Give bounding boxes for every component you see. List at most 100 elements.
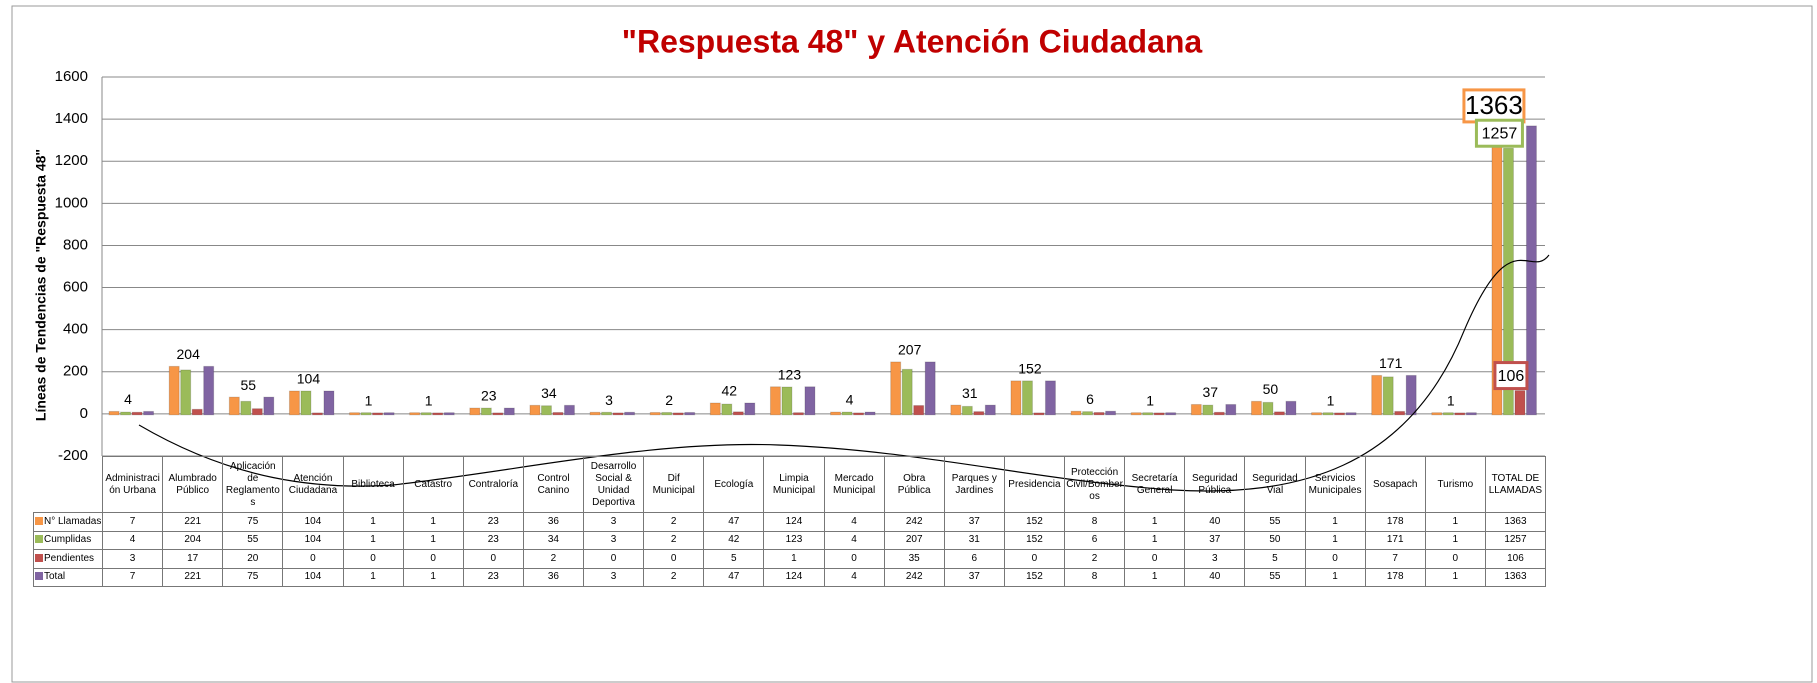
bar <box>1044 380 1056 416</box>
data-label: 50 <box>1263 381 1279 397</box>
bar <box>1153 412 1165 416</box>
table-value: 178 <box>1364 512 1426 532</box>
y-tick-label: 1000 <box>55 194 88 211</box>
table-value: 221 <box>162 567 224 587</box>
table-value: 3 <box>582 512 645 532</box>
data-label: 6 <box>1086 391 1094 407</box>
bar <box>529 404 541 416</box>
table-value: 55 <box>1244 567 1306 587</box>
data-label: 23 <box>481 388 497 404</box>
table-value: 3 <box>582 530 645 550</box>
table-value: 4 <box>101 530 164 550</box>
bar <box>168 365 180 416</box>
table-value: 221 <box>162 512 224 532</box>
bar <box>1202 404 1214 416</box>
category-label: Obra Pública <box>883 456 945 513</box>
bar <box>443 412 455 416</box>
bar <box>203 365 215 416</box>
bar <box>1405 374 1417 416</box>
table-value: 37 <box>943 567 1005 587</box>
data-label: 1 <box>365 392 373 408</box>
bar <box>288 390 300 416</box>
table-value: 75 <box>222 567 284 587</box>
bar <box>263 396 275 416</box>
table-value: 1 <box>342 567 404 587</box>
table-value: 0 <box>402 549 464 569</box>
table-value: 152 <box>1003 567 1066 587</box>
table-value: 171 <box>1364 530 1426 550</box>
data-label: 1 <box>425 392 433 408</box>
bar <box>890 361 902 416</box>
bar <box>1250 400 1262 416</box>
bar <box>108 410 120 416</box>
table-value: 40 <box>1184 512 1246 532</box>
category-label: Aplicación de Reglamentos <box>222 456 284 513</box>
table-value: 1 <box>402 567 464 587</box>
table-value: 178 <box>1364 567 1426 587</box>
bar <box>120 411 132 416</box>
data-label: 152 <box>1018 361 1042 377</box>
table-value: 8 <box>1063 567 1126 587</box>
table-value: 1 <box>1124 530 1186 550</box>
bar <box>143 410 155 416</box>
y-tick-label: 1200 <box>55 152 88 169</box>
table-value: 37 <box>1184 530 1246 550</box>
bar <box>864 411 876 416</box>
bar <box>792 412 804 416</box>
category-label: Seguridad Vial <box>1244 456 1306 513</box>
chart-title: "Respuesta 48" y Atención Ciudadana <box>622 23 1203 59</box>
table-value: 1363 <box>1484 567 1547 587</box>
table-value: 0 <box>1304 549 1366 569</box>
table-value: 31 <box>943 530 1005 550</box>
row-header: Pendientes <box>33 549 103 569</box>
bar <box>732 411 744 416</box>
y-tick-label: 1600 <box>55 68 88 85</box>
bar <box>563 404 575 416</box>
bar <box>383 412 395 416</box>
category-label: Catastro <box>402 456 464 513</box>
bar <box>409 412 421 416</box>
table-value: 3 <box>101 549 164 569</box>
table-value: 23 <box>462 530 524 550</box>
bar <box>913 405 925 416</box>
bar <box>503 407 515 416</box>
bar <box>1394 410 1406 416</box>
bar <box>1311 412 1323 416</box>
bar <box>1213 411 1225 416</box>
legend-label: Pendientes <box>44 552 95 564</box>
bar <box>1033 412 1045 416</box>
table-value: 5 <box>703 549 765 569</box>
table-value: 1 <box>1304 567 1366 587</box>
bar <box>372 412 384 416</box>
bar <box>131 411 143 416</box>
table-value: 23 <box>462 567 524 587</box>
category-label: Seguridad Pública <box>1184 456 1246 513</box>
bar <box>924 361 936 416</box>
table-value: 1 <box>402 530 464 550</box>
data-label: 1 <box>1327 392 1335 408</box>
bar <box>1010 380 1022 416</box>
bar <box>1190 403 1202 416</box>
bar <box>240 400 252 416</box>
table-value: 0 <box>1003 549 1066 569</box>
category-label: Contraloría <box>462 456 524 513</box>
header-row: Administración Urbana Alumbrado Público Ap… <box>34 456 1547 513</box>
bar <box>1382 376 1394 416</box>
bar <box>552 411 564 416</box>
data-label: 207 <box>898 342 922 358</box>
table-value: 40 <box>1184 567 1246 587</box>
row-header: N° Llamadas <box>33 512 103 532</box>
bar <box>432 412 444 416</box>
bar <box>540 405 552 416</box>
table-value: 0 <box>282 549 344 569</box>
category-label: Limpia Municipal <box>763 456 825 513</box>
table-value: 7 <box>101 567 164 587</box>
table-value: 1 <box>763 549 825 569</box>
table-value: 1257 <box>1484 530 1547 550</box>
bar <box>589 411 601 416</box>
table-value: 55 <box>222 530 284 550</box>
data-label: 4 <box>846 392 854 408</box>
data-label: 204 <box>177 346 201 362</box>
data-label: 1363 <box>1465 90 1523 120</box>
